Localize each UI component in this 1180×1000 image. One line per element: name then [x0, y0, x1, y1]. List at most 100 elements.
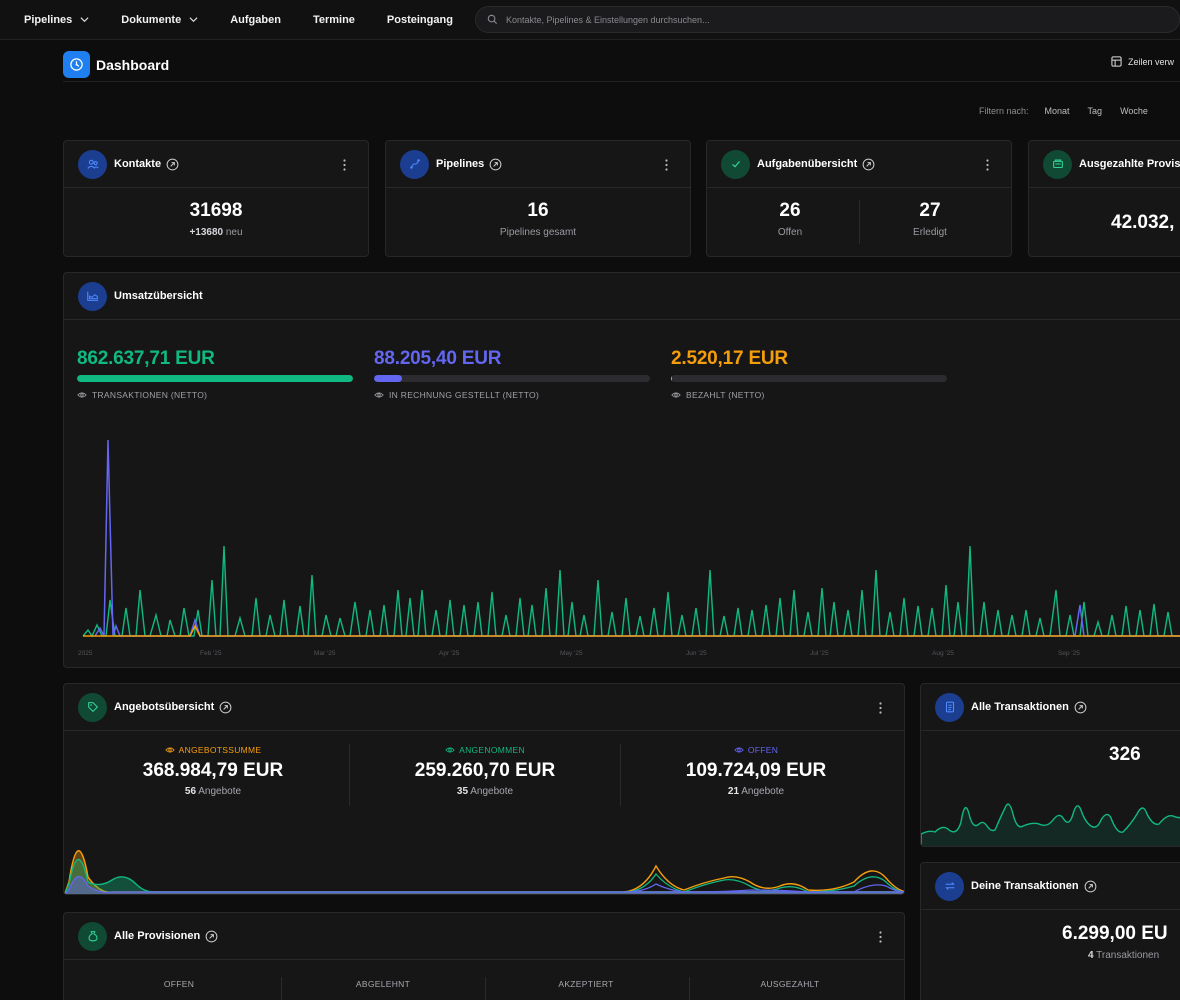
- all-transactions-card-header: Alle Transaktionen: [921, 684, 1180, 731]
- pipelines-title: Pipelines: [436, 158, 485, 170]
- your-transactions-value: 6.299,00 EU: [1062, 923, 1168, 944]
- revenue-paid-fill: [671, 375, 672, 382]
- revenue-transactions-fill: [77, 375, 353, 382]
- nav-termine[interactable]: Termine: [297, 0, 371, 40]
- contacts-title: Kontakte: [114, 158, 162, 170]
- offers-accepted-tail-line: [623, 872, 904, 893]
- nav-dokumente[interactable]: Dokumente: [105, 0, 214, 40]
- your-transactions-card-header: Deine Transaktionen: [921, 863, 1180, 910]
- more-options-icon[interactable]: [879, 931, 882, 943]
- contacts-value: 31698: [189, 200, 243, 221]
- nav-aufgaben[interactable]: Aufgaben: [214, 0, 297, 40]
- x-tick-label: Apr '25: [439, 650, 460, 657]
- more-options-icon[interactable]: [986, 159, 989, 171]
- offers-open-count-label: Angebote: [741, 786, 785, 797]
- manage-rows-button[interactable]: Zeilen verw: [1111, 56, 1174, 67]
- provisions-col-accepted: AKZEPTIERT: [558, 979, 614, 989]
- offers-sum-count: 56 Angebote: [78, 786, 348, 797]
- users-icon: [78, 149, 107, 179]
- tasks-done-label: Erledigt: [913, 227, 947, 238]
- filter-option-monat[interactable]: Monat: [1044, 106, 1070, 116]
- offers-sum-tag-text: ANGEBOTSSUMME: [178, 745, 262, 755]
- contacts-card-header: Kontakte: [64, 141, 368, 188]
- divider: [689, 977, 690, 1000]
- revenue-transactions-label-text: TRANSAKTIONEN (NETTO): [92, 390, 208, 400]
- filter-bar: Filtern nach: Monat Tag Woche: [979, 106, 1148, 116]
- more-options-icon[interactable]: [879, 702, 882, 714]
- revenue-paid-label-text: BEZAHLT (NETTO): [686, 390, 765, 400]
- revenue-invoiced-amount: 88.205,40 EUR: [374, 348, 502, 369]
- provisions-card-header: Alle Provisionen: [64, 913, 904, 960]
- manage-rows-label: Zeilen verw: [1128, 56, 1175, 67]
- x-tick-label: Jul '25: [810, 650, 829, 657]
- external-link-icon[interactable]: [219, 701, 232, 714]
- chevron-down-icon: [80, 17, 89, 23]
- dashboard-icon: [63, 51, 90, 78]
- your-transactions-card: Deine Transaktionen 6.299,00 EU 4 Transa…: [920, 862, 1180, 1000]
- revenue-card: Umsatzübersicht: [63, 272, 1180, 668]
- external-link-icon[interactable]: [489, 158, 502, 171]
- provisions-col-paid: AUSGEZAHLT: [760, 979, 820, 989]
- external-link-icon[interactable]: [1084, 880, 1097, 893]
- more-options-icon[interactable]: [665, 159, 668, 171]
- x-tick-label: Mar '25: [314, 650, 336, 657]
- search-placeholder: Kontakte, Pipelines & Einstellungen durc…: [505, 14, 710, 25]
- filter-label: Filtern nach:: [979, 106, 1029, 116]
- revenue-invoiced-label: IN RECHNUNG GESTELLT (NETTO): [374, 390, 650, 400]
- tasks-title: Aufgabenübersicht: [757, 158, 858, 170]
- pipelines-card-header: Pipelines: [386, 141, 690, 188]
- revenue-title: Umsatzübersicht: [114, 290, 203, 302]
- money-bag-icon: [78, 921, 107, 951]
- external-link-icon[interactable]: [166, 158, 179, 171]
- nav-aufgaben-label: Aufgaben: [230, 13, 281, 26]
- tasks-card-header: Aufgabenübersicht: [707, 141, 1011, 188]
- filter-option-tag[interactable]: Tag: [1087, 106, 1103, 116]
- transactions-series-line: [82, 545, 1180, 638]
- contacts-delta: +13680 neu: [64, 227, 368, 238]
- offers-open-tag-text: OFFEN: [747, 745, 779, 755]
- eye-icon: [164, 747, 175, 753]
- filter-option-woche[interactable]: Woche: [1120, 106, 1148, 116]
- external-link-icon[interactable]: [1074, 701, 1087, 714]
- more-options-icon[interactable]: [343, 159, 346, 171]
- tasks-done-value: 27: [919, 200, 941, 221]
- offers-sum-tail-line: [623, 864, 904, 893]
- offers-open-count-value: 21: [727, 786, 740, 797]
- revenue-invoiced-progress: [374, 375, 650, 382]
- your-transactions-title: Deine Transaktionen: [971, 880, 1079, 892]
- all-transactions-card: Alle Transaktionen 326: [920, 683, 1180, 847]
- offers-card: Angebotsübersicht ANGEBOTSSUMME 368.984,…: [63, 683, 905, 895]
- nav-posteingang[interactable]: Posteingang: [371, 0, 469, 40]
- tasks-open-label: Offen: [777, 227, 803, 238]
- offers-title: Angebotsübersicht: [114, 701, 215, 713]
- offers-sum-tag: ANGEBOTSSUMME: [78, 745, 348, 755]
- divider: [620, 744, 621, 806]
- revenue-paid: 2.520,17 EUR BEZAHLT (NETTO): [671, 348, 947, 400]
- offers-chart: [64, 850, 904, 894]
- search-input[interactable]: Kontakte, Pipelines & Einstellungen durc…: [474, 6, 1180, 33]
- offers-accepted-count-label: Angebote: [470, 786, 514, 797]
- invoiced-series-line: [94, 439, 1180, 637]
- paid-series-line: [83, 624, 1180, 637]
- revenue-transactions-amount: 862.637,71 EUR: [77, 348, 215, 369]
- eye-icon: [734, 747, 744, 753]
- revenue-invoiced-fill: [374, 375, 403, 382]
- search-icon: [487, 14, 497, 25]
- eye-icon: [374, 392, 384, 398]
- revenue-transactions-label: TRANSAKTIONEN (NETTO): [77, 390, 353, 400]
- all-transactions-value: 326: [1109, 744, 1141, 765]
- eye-icon: [445, 747, 455, 753]
- offers-accepted-amount: 259.260,70 EUR: [414, 760, 556, 781]
- external-link-icon[interactable]: [205, 930, 218, 943]
- provisions-card: Alle Provisionen OFFEN ABGELEHNT AKZEPTI…: [63, 912, 905, 1000]
- all-transactions-sparkline-line: [921, 803, 1180, 846]
- chevron-down-icon: [189, 17, 198, 23]
- x-tick-label: 2025: [78, 650, 93, 657]
- offers-open-amount: 109.724,09 EUR: [685, 760, 827, 781]
- dashboard-header: Dashboard Zeilen verw: [63, 48, 1180, 82]
- external-link-icon[interactable]: [862, 158, 875, 171]
- offers-sum-amount: 368.984,79 EUR: [142, 760, 284, 781]
- nav-pipelines[interactable]: Pipelines: [0, 0, 105, 40]
- divider: [349, 744, 350, 806]
- eye-icon: [77, 392, 87, 398]
